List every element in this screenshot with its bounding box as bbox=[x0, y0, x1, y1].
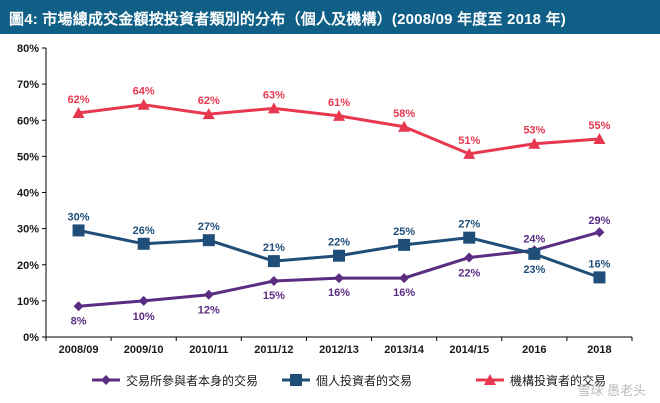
data-label: 58% bbox=[393, 108, 415, 120]
x-tick-label: 2008/09 bbox=[59, 344, 99, 356]
y-tick-label: 80% bbox=[17, 43, 39, 55]
data-label: 16% bbox=[588, 258, 610, 270]
data-point bbox=[464, 252, 475, 263]
data-label: 27% bbox=[198, 221, 220, 233]
data-label: 10% bbox=[133, 311, 155, 323]
data-point bbox=[72, 107, 85, 119]
y-tick-label: 40% bbox=[17, 188, 39, 200]
data-point bbox=[528, 247, 541, 260]
y-tick-label: 30% bbox=[17, 224, 39, 236]
y-tick-label: 0% bbox=[23, 332, 39, 344]
chart-title-bar: 圖4: 市場總成交金額按投資者類別的分布（個人及機構）(2008/09 年度至 … bbox=[0, 0, 660, 34]
data-label: 22% bbox=[458, 268, 480, 280]
y-tick-label: 60% bbox=[17, 115, 39, 127]
data-label: 29% bbox=[588, 215, 610, 227]
data-point bbox=[267, 255, 280, 268]
data-point bbox=[593, 271, 606, 284]
data-label: 21% bbox=[263, 242, 285, 254]
data-point bbox=[268, 276, 279, 287]
data-label: 61% bbox=[328, 97, 350, 109]
data-label: 22% bbox=[328, 237, 350, 249]
data-point bbox=[73, 301, 84, 312]
data-label: 55% bbox=[588, 120, 610, 132]
data-label: 24% bbox=[523, 233, 545, 245]
chart-title: 圖4: 市場總成交金額按投資者類別的分布（個人及機構）(2008/09 年度至 … bbox=[9, 11, 566, 28]
data-point bbox=[202, 234, 215, 247]
data-label: 64% bbox=[133, 86, 155, 98]
data-label: 8% bbox=[71, 315, 87, 327]
data-label: 27% bbox=[458, 219, 480, 231]
data-label: 62% bbox=[68, 94, 90, 106]
data-label: 25% bbox=[393, 226, 415, 238]
data-point bbox=[203, 289, 214, 300]
data-point bbox=[593, 133, 606, 145]
legend-label: 個人投資者的交易 bbox=[316, 373, 412, 388]
x-tick-label: 2010/11 bbox=[189, 344, 228, 356]
x-tick-label: 2012/13 bbox=[319, 344, 359, 356]
data-point bbox=[398, 120, 411, 132]
data-point bbox=[202, 108, 215, 120]
data-point bbox=[72, 224, 85, 237]
data-point bbox=[267, 102, 280, 114]
x-tick-label: 2014/15 bbox=[449, 344, 489, 356]
data-point bbox=[333, 249, 345, 262]
data-label: 12% bbox=[198, 305, 220, 317]
data-label: 53% bbox=[523, 125, 545, 137]
legend-marker bbox=[101, 375, 111, 385]
data-point bbox=[138, 295, 149, 306]
y-tick-label: 10% bbox=[17, 296, 39, 308]
y-tick-label: 50% bbox=[17, 151, 39, 163]
data-label: 62% bbox=[198, 95, 220, 107]
data-point bbox=[528, 137, 541, 149]
x-tick-label: 2018 bbox=[587, 344, 611, 356]
data-point bbox=[398, 238, 411, 251]
legend-marker bbox=[484, 374, 496, 385]
data-point bbox=[399, 273, 410, 284]
legend-marker bbox=[290, 374, 302, 386]
data-label: 30% bbox=[68, 211, 90, 223]
data-label: 63% bbox=[263, 89, 285, 101]
data-label: 16% bbox=[328, 287, 350, 299]
data-point bbox=[333, 109, 345, 121]
y-tick-label: 20% bbox=[17, 260, 39, 272]
legend-label: 機構投資者的交易 bbox=[510, 373, 606, 388]
x-tick-label: 2009/10 bbox=[124, 344, 164, 356]
x-tick-label: 2016 bbox=[522, 344, 546, 356]
watermark: 雪球 愚老头 bbox=[577, 383, 646, 398]
data-label: 23% bbox=[523, 264, 545, 276]
x-tick-label: 2011/12 bbox=[254, 344, 293, 356]
data-label: 51% bbox=[458, 135, 480, 147]
data-point bbox=[137, 237, 150, 250]
x-tick-label: 2013/14 bbox=[384, 344, 425, 356]
data-label: 15% bbox=[263, 290, 285, 302]
data-point bbox=[463, 147, 476, 159]
data-point bbox=[463, 231, 476, 244]
data-label: 16% bbox=[393, 287, 415, 299]
y-tick-label: 70% bbox=[17, 79, 39, 91]
data-label: 26% bbox=[133, 225, 155, 237]
data-point bbox=[594, 227, 605, 238]
legend-label: 交易所參與者本身的交易 bbox=[126, 373, 258, 388]
data-point bbox=[334, 273, 344, 284]
data-point bbox=[137, 98, 150, 110]
